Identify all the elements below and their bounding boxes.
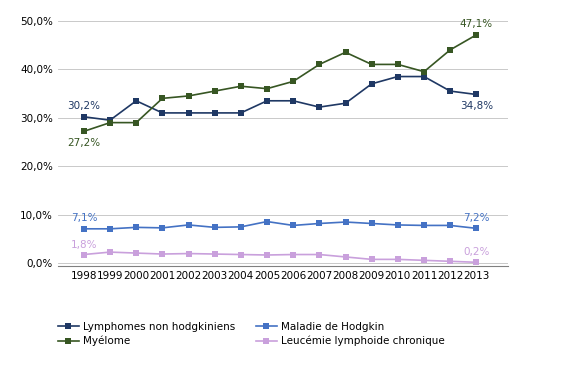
Text: 30,2%: 30,2% bbox=[68, 101, 100, 111]
Text: 1,8%: 1,8% bbox=[70, 240, 97, 250]
Text: 27,2%: 27,2% bbox=[68, 138, 100, 148]
Text: 7,2%: 7,2% bbox=[463, 213, 490, 223]
Text: 7,1%: 7,1% bbox=[70, 213, 97, 223]
Text: 0,2%: 0,2% bbox=[463, 248, 489, 258]
Text: 34,8%: 34,8% bbox=[460, 101, 493, 111]
Legend: Lymphomes non hodgkiniens, Myélome, Maladie de Hodgkin, Leucémie lymphoide chron: Lymphomes non hodgkiniens, Myélome, Mala… bbox=[58, 322, 445, 346]
Text: 47,1%: 47,1% bbox=[460, 19, 493, 29]
